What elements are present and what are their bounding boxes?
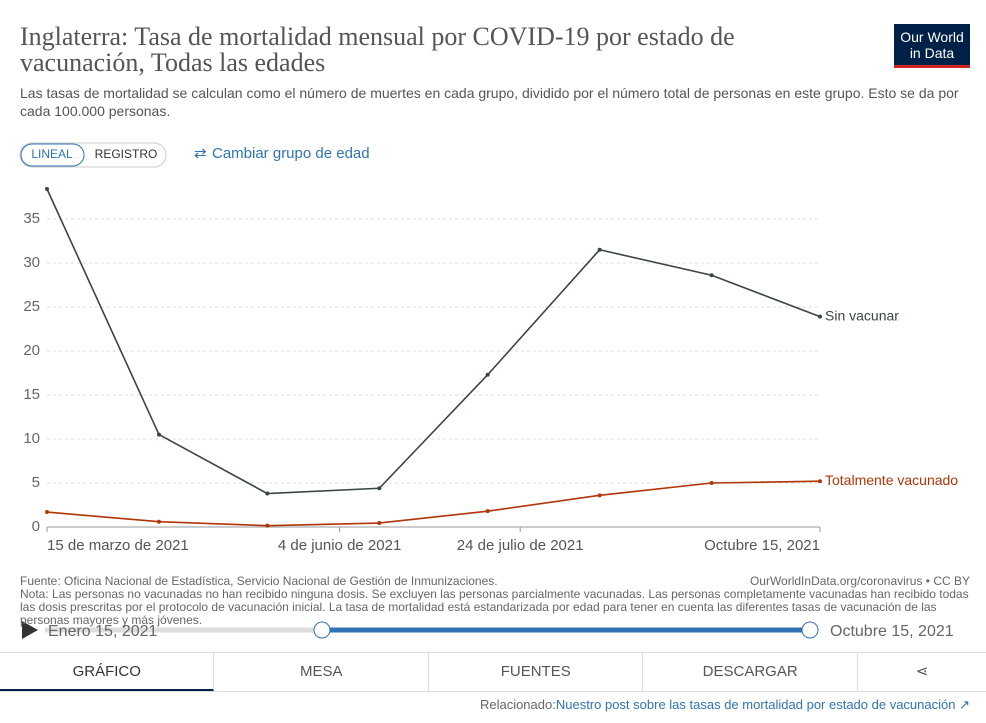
tab[interactable]: GRÁFICO: [0, 653, 215, 691]
y-tick-label: 20: [23, 342, 40, 359]
point: [485, 372, 490, 377]
series-label: Totalmente vacunado: [825, 472, 958, 488]
logo[interactable]: Our World in Data: [894, 24, 970, 68]
slider-handle[interactable]: [313, 621, 331, 639]
series-line: [46, 480, 821, 527]
point: [45, 510, 49, 515]
related-label: Relacionado:: [479, 697, 556, 712]
point: [818, 479, 822, 484]
y-tick-label: 25: [23, 298, 40, 315]
play-button[interactable]: [22, 621, 38, 639]
plot: 0 5 10 15 20 25 30 35 15 de marzo de 2021 4 de ju…: [23, 187, 958, 554]
tab[interactable]: MESA: [214, 653, 429, 691]
point: [156, 519, 161, 524]
point: [597, 247, 602, 252]
y-tick-label: 5: [32, 474, 40, 491]
share-tab[interactable]: ⋖: [915, 663, 929, 680]
point: [709, 480, 714, 485]
swap-icon: ⇄: [194, 145, 207, 162]
point: [265, 523, 270, 528]
url[interactable]: OurWorldInData.org/coronavirus • CC BY: [749, 574, 970, 588]
tab[interactable]: DESCARGAR: [643, 653, 858, 691]
x-tick-label: 15 de marzo de 2021: [47, 537, 189, 554]
related-link[interactable]: Nuestro post sobre las tasas de mortalid…: [555, 697, 956, 712]
point: [377, 486, 382, 491]
tabs: GRÁFICO MESA FUENTES DESCARGAR ⋖: [0, 652, 986, 692]
point: [45, 187, 49, 191]
point: [485, 509, 490, 514]
slider-end: Octubre 15, 2021: [830, 623, 954, 640]
tab[interactable]: FUENTES: [429, 653, 644, 691]
linear-button-frame: [20, 143, 85, 167]
y-tick-label: 35: [23, 210, 40, 227]
point: [265, 491, 270, 496]
x-tick-label: 4 de junio de 2021: [278, 537, 401, 554]
slider-handle[interactable]: [801, 621, 819, 639]
point: [597, 493, 602, 498]
note: Nota: Las personas no vacunadas no han r…: [20, 587, 969, 627]
point: [156, 432, 161, 437]
y-tick-label: 30: [23, 254, 40, 271]
linear-button[interactable]: LINEAL: [31, 147, 73, 161]
title: Inglaterra: Tasa de mortalidad mensual p…: [20, 22, 735, 77]
point: [818, 314, 822, 319]
series-label: Sin vacunar: [825, 307, 899, 323]
series-line: [46, 188, 821, 495]
x-tick-label: 24 de julio de 2021: [457, 537, 584, 554]
subtitle: Las tasas de mortalidad se calculan como…: [20, 85, 959, 119]
log-button[interactable]: REGISTRO: [95, 147, 158, 161]
point: [377, 521, 382, 526]
y-tick-label: 15: [23, 386, 40, 403]
y-tick-label: 10: [23, 430, 40, 447]
point: [709, 273, 714, 278]
slider-start: Enero 15, 2021: [48, 623, 158, 640]
related: Relacionado:Nuestro post sobre las tasas…: [479, 697, 970, 712]
y-tick-label: 0: [32, 518, 40, 535]
x-tick-label: Octubre 15, 2021: [704, 537, 820, 554]
change-age-button[interactable]: Cambiar grupo de edad: [212, 145, 370, 162]
source: Fuente: Oficina Nacional de Estadística,…: [20, 574, 498, 588]
